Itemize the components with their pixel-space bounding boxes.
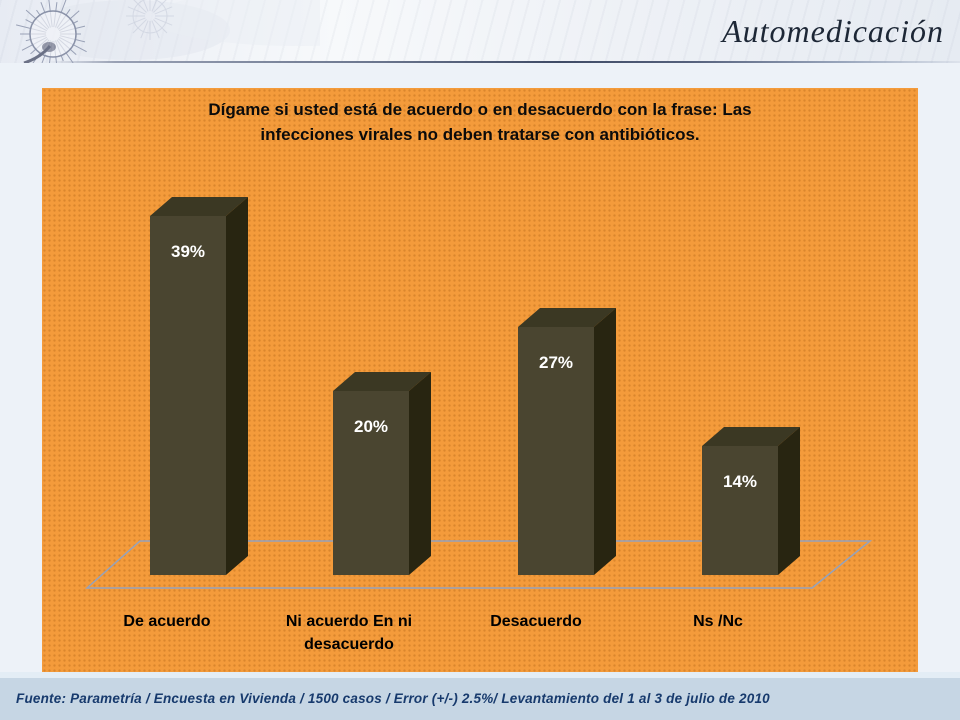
bar-0-front (150, 216, 226, 575)
chart-title-line-1: Dígame si usted está de acuerdo o en des… (208, 100, 752, 119)
chart-panel: Dígame si usted está de acuerdo o en des… (42, 88, 918, 672)
category-label-ni-acuerdo: Ni acuerdo En ni desacuerdo (285, 613, 413, 653)
page-title: Automedicación (722, 13, 944, 49)
bar-1-top (333, 372, 431, 391)
chart-title: Dígame si usted está de acuerdo o en des… (42, 97, 918, 147)
category-label-desacuerdo: Desacuerdo (490, 613, 582, 630)
category-label-ns-nc: Ns /Nc (693, 613, 743, 630)
bar-chart-plot (85, 197, 873, 589)
bar-1-front (333, 391, 409, 575)
chart-title-line-2: infecciones virales no deben tratarse co… (260, 125, 700, 144)
chart-floor (85, 540, 873, 589)
value-label-ns-nc: 14% (722, 472, 758, 491)
slide-footer: Fuente: Parametría / Encuesta en Viviend… (0, 678, 960, 720)
bar-3-top (702, 427, 800, 446)
value-label-de-acuerdo: 39% (170, 242, 206, 261)
header-divider (0, 61, 960, 63)
bar-0-side (226, 197, 248, 575)
bar-3-side (778, 427, 800, 575)
bottom-gap (0, 672, 960, 678)
slide-header: Automedicación (0, 0, 960, 63)
bar-2-top (518, 308, 616, 327)
value-label-desacuerdo: 27% (538, 353, 574, 372)
bar-0-top (150, 197, 248, 216)
bar-2-front (518, 327, 594, 575)
bar-2-side (594, 308, 616, 575)
bar-1-side (409, 372, 431, 575)
dandelion-logo-icon (15, 0, 320, 63)
source-note: Fuente: Parametría / Encuesta en Viviend… (16, 691, 770, 706)
category-label-de-acuerdo: De acuerdo (123, 613, 211, 630)
value-label-ni-acuerdo: 20% (353, 417, 389, 436)
bar-3-front (702, 446, 778, 575)
